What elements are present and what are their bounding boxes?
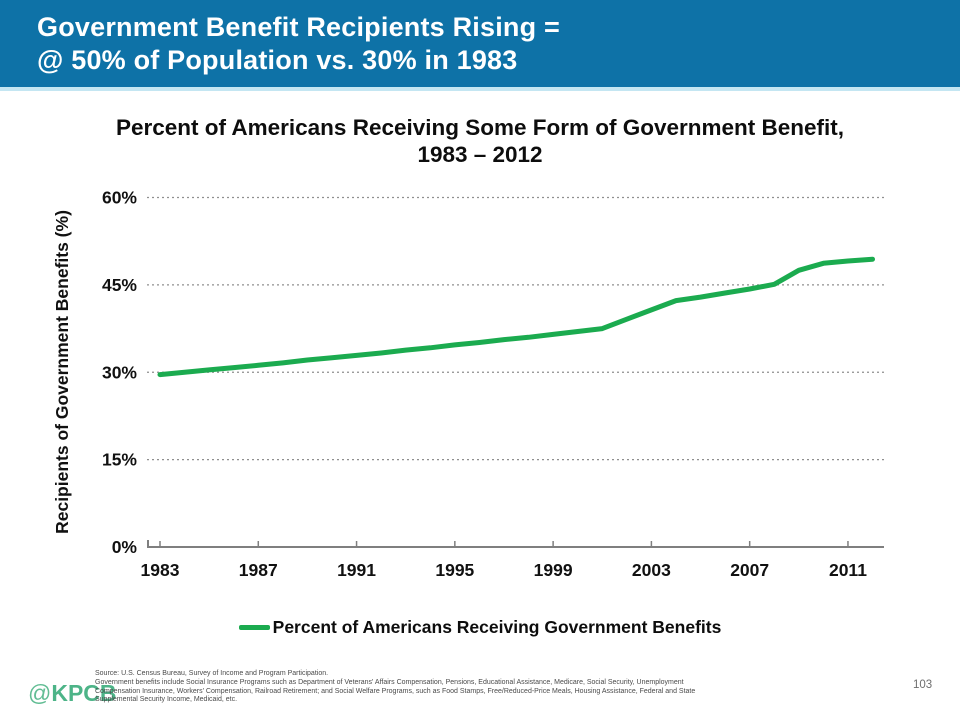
slide-title-line2: @ 50% of Population vs. 30% in 1983 — [37, 45, 518, 75]
x-tick-label: 1987 — [239, 560, 278, 580]
slide-title-line1: Government Benefit Recipients Rising = — [37, 12, 560, 42]
y-axis-title: Recipients of Government Benefits (%) — [52, 210, 72, 534]
y-tick-label: 45% — [102, 275, 137, 295]
source-line: Supplemental Security Income, Medicaid, … — [95, 696, 238, 704]
page-number: 103 — [913, 679, 933, 691]
chart-title-line1: Percent of Americans Receiving Some Form… — [115, 115, 845, 140]
x-tick-label: 2003 — [632, 560, 671, 580]
x-tick-label: 1983 — [141, 560, 180, 580]
legend-label: Percent of Americans Receiving Governmen… — [272, 617, 722, 637]
x-tick-label: 1991 — [337, 560, 376, 580]
kpcb-at-symbol: @ — [28, 680, 52, 706]
x-tick-label: 2011 — [829, 560, 867, 580]
source-line: Source: U.S. Census Bureau, Survey of In… — [95, 670, 329, 677]
chart-title-line2: 1983 – 2012 — [417, 142, 543, 167]
y-tick-label: 60% — [102, 188, 137, 208]
source-line: Compensation Insurance, Workers' Compens… — [95, 687, 696, 695]
series-line — [157, 256, 875, 378]
x-tick-label: 1999 — [534, 560, 573, 580]
x-tick-label: 2007 — [730, 560, 769, 580]
chart-legend: Percent of Americans Receiving Governmen… — [0, 617, 960, 638]
source-text: Source: U.S. Census Bureau, Survey of In… — [95, 670, 907, 705]
x-tick-label: 1995 — [435, 560, 474, 580]
y-tick-label: 15% — [102, 450, 137, 470]
kpcb-logo: @KPCB — [28, 680, 117, 707]
y-tick-label: 0% — [112, 537, 138, 557]
legend-line-swatch — [238, 625, 270, 630]
kpcb-letters: KPCB — [51, 680, 117, 706]
y-tick-label: 30% — [102, 362, 137, 382]
chart-title: Percent of Americans Receiving Some Form… — [0, 114, 960, 168]
source-line: Government benefits include Social Insur… — [95, 678, 684, 686]
slide-header: Government Benefit Recipients Rising = @… — [0, 0, 960, 91]
